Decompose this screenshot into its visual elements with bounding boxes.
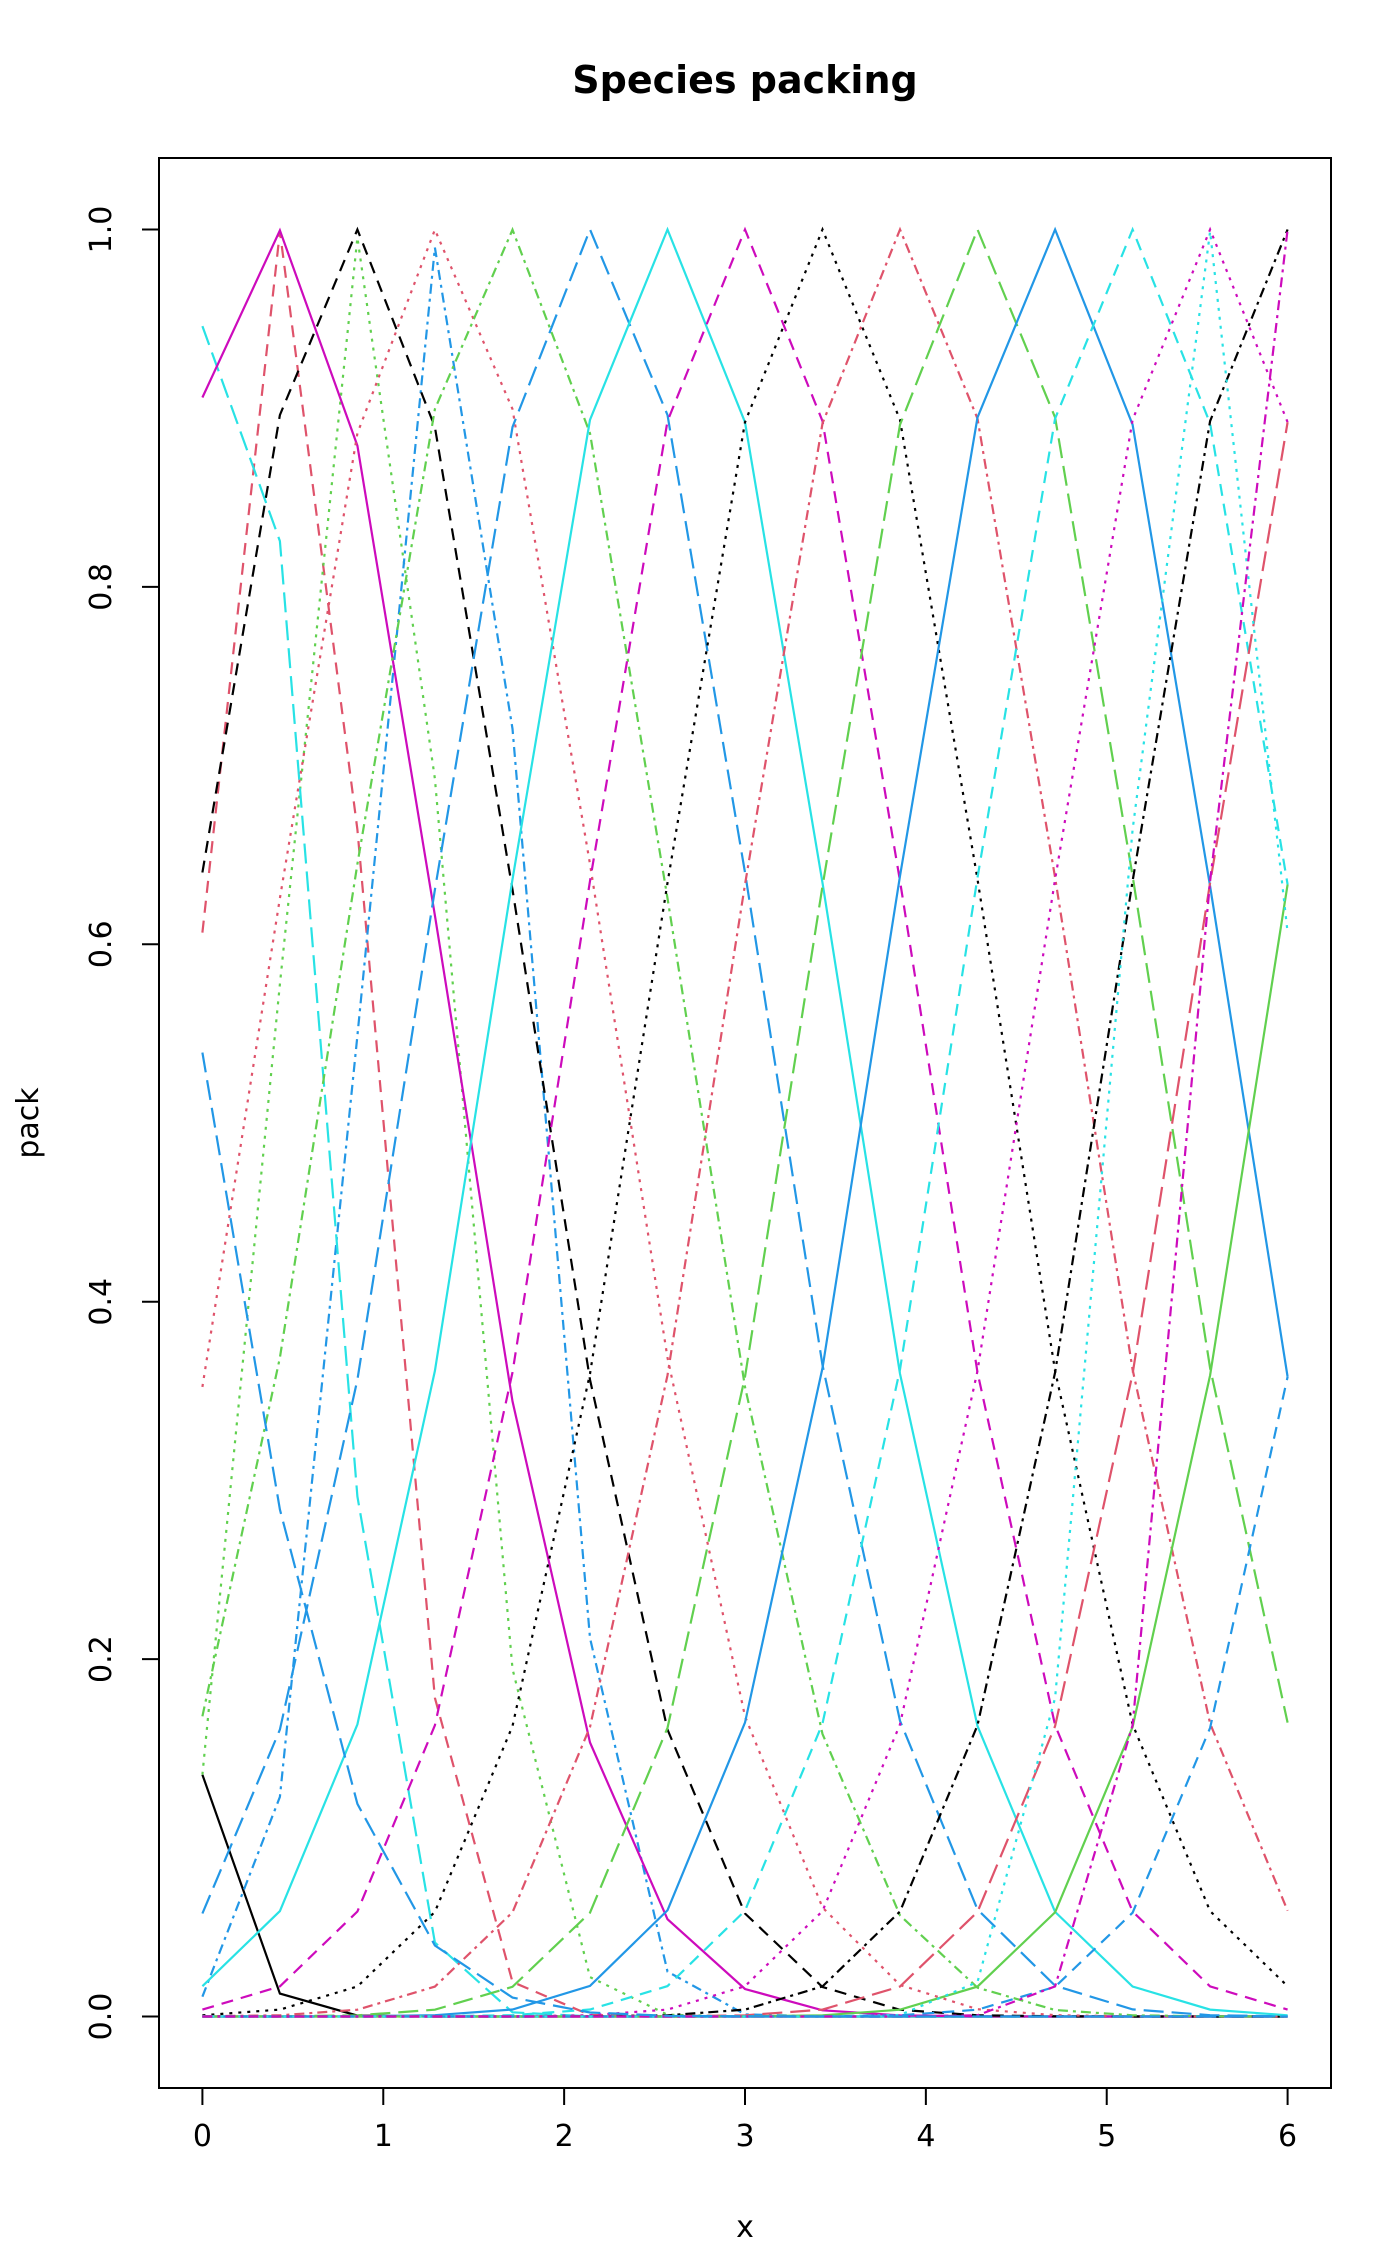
y-axis-label: pack [11, 1087, 46, 1159]
series-layer [201, 226, 1289, 2018]
y-tick-label-1: 0.2 [84, 1635, 119, 1683]
series-line-19 [202, 229, 1289, 2018]
series-line-22 [202, 1376, 1289, 2018]
series-line-21 [202, 884, 1289, 2018]
x-tick-label-3: 3 [735, 2119, 754, 2154]
series-line-9 [201, 226, 1288, 2018]
series-line-7 [201, 226, 1288, 2018]
series-line-12 [202, 226, 1288, 2011]
series-line-24 [202, 229, 1289, 2018]
x-tick-label-6: 6 [1278, 2119, 1297, 2154]
chart-title: Species packing [572, 58, 917, 102]
x-tick-label-2: 2 [555, 2119, 574, 2154]
series-line-10 [201, 226, 1288, 2018]
y-tick-label-0: 0.0 [84, 1993, 119, 2041]
x-tick-label-5: 5 [1097, 2119, 1116, 2154]
x-tick-label-0: 0 [193, 2119, 212, 2154]
y-tick-label-3: 0.6 [84, 920, 119, 968]
series-line-15 [202, 226, 1289, 2018]
y-tick-label-2: 0.4 [84, 1278, 119, 1326]
x-axis-label: x [736, 2210, 754, 2245]
series-line-25 [201, 1052, 1288, 2018]
series-line-6 [201, 227, 1288, 2018]
series-line-13 [202, 226, 1289, 2017]
series-line-20 [202, 422, 1289, 2018]
x-tick-label-1: 1 [374, 2119, 393, 2154]
series-line-5 [201, 325, 1288, 2018]
y-tick-label-5: 1.0 [84, 206, 119, 254]
x-axis: 0 1 2 3 4 5 6 [193, 2087, 1297, 2154]
series-line-4 [201, 247, 1288, 2018]
y-axis: 0.0 0.2 0.4 0.6 0.8 1.0 [84, 206, 160, 2041]
series-line-23 [202, 231, 1289, 2018]
y-tick-label-4: 0.8 [84, 563, 119, 611]
x-tick-label-4: 4 [916, 2119, 935, 2154]
